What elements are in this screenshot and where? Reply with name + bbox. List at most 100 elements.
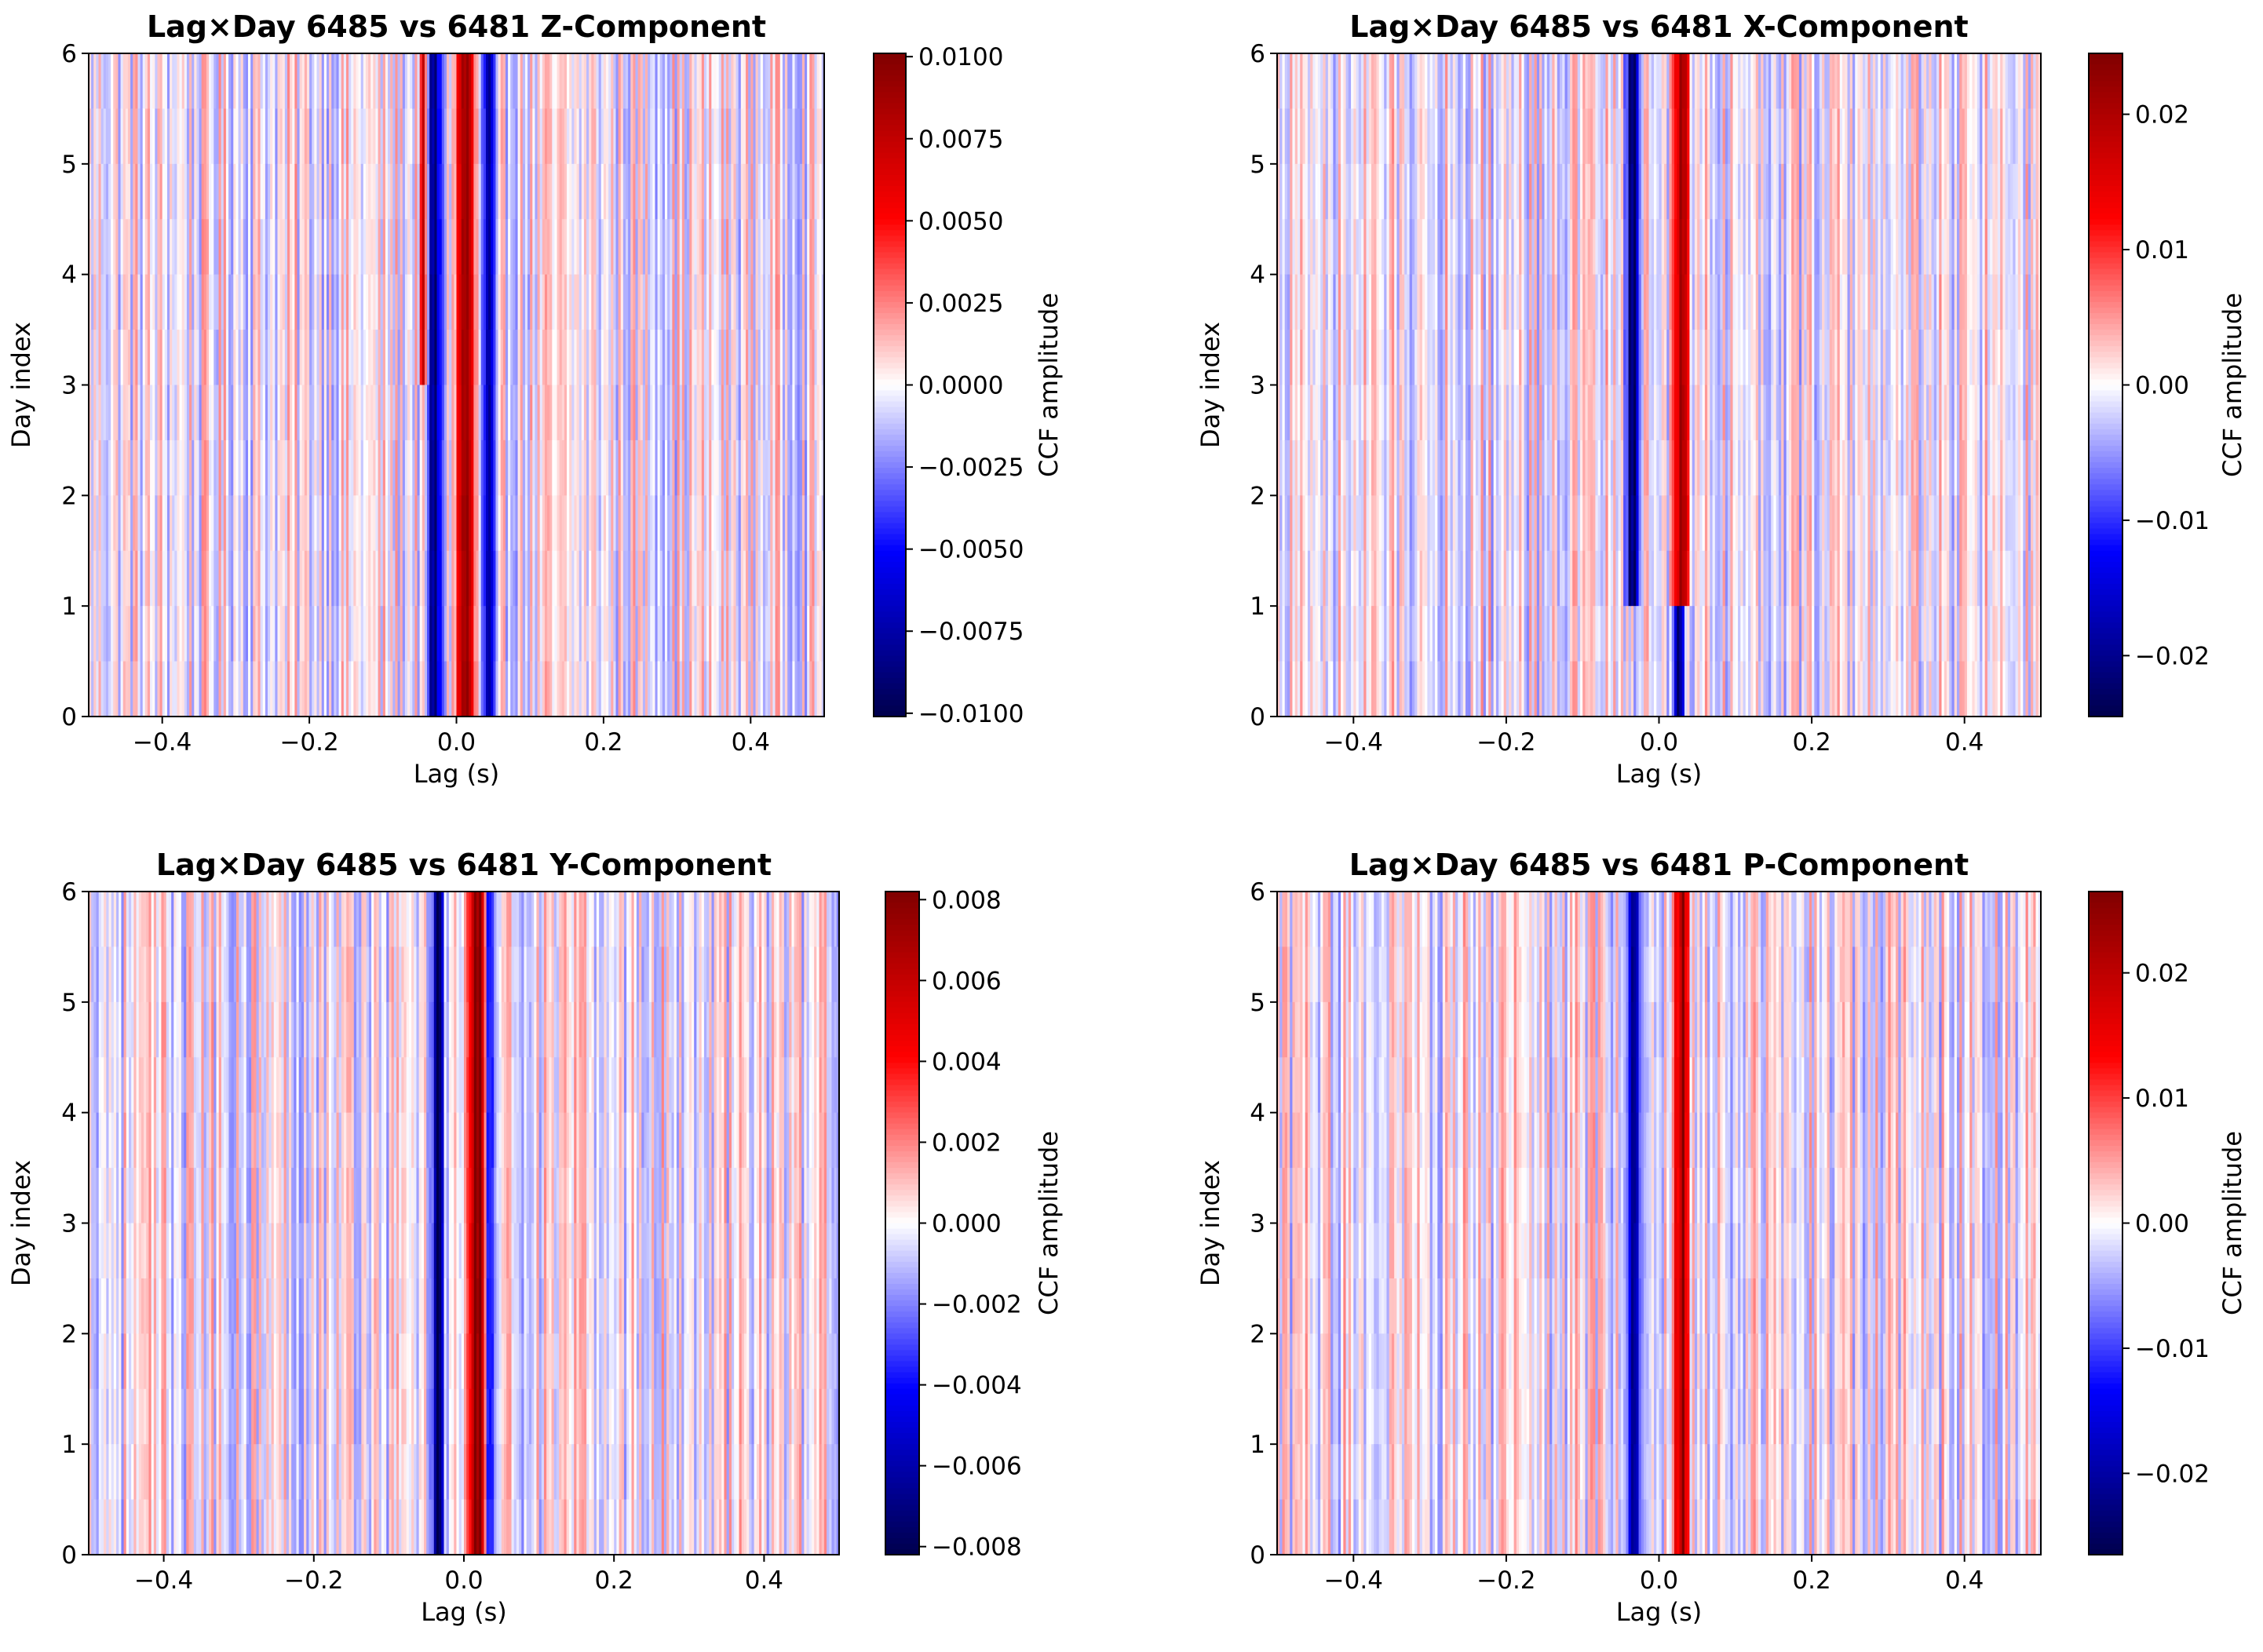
colorbar-segment — [874, 418, 906, 425]
colorbar-segment — [874, 606, 906, 612]
colorbar-segment — [874, 462, 906, 469]
colorbar-segment — [874, 253, 906, 259]
colorbar-segment — [874, 667, 906, 673]
colorbar-segment — [874, 644, 906, 651]
colorbar-segment — [874, 319, 906, 325]
colorbar: 0.01000.00750.00500.00250.0000−0.0025−0.… — [874, 43, 1064, 728]
colorbar-segment — [874, 501, 906, 507]
colorbar-segment — [874, 440, 906, 447]
colorbar-segment — [874, 551, 906, 557]
colorbar-segment — [874, 413, 906, 419]
colorbar-segment — [874, 424, 906, 430]
colorbar-tick-label: −0.0075 — [918, 618, 1024, 646]
y-tick-label: 4 — [61, 261, 77, 290]
colorbar-segment — [874, 678, 906, 684]
colorbar-segment — [874, 567, 906, 574]
colorbar-segment — [874, 490, 906, 496]
colorbar-segment — [874, 202, 906, 209]
colorbar-segment — [874, 70, 906, 76]
colorbar-segment — [874, 407, 906, 414]
colorbar-segment — [874, 695, 906, 701]
colorbar-segment — [874, 435, 906, 441]
colorbar-segment — [874, 684, 906, 690]
y-tick-label: 6 — [61, 40, 77, 68]
colorbar-segment — [874, 64, 906, 71]
colorbar-segment — [874, 573, 906, 579]
x-tick-label: 0.2 — [584, 728, 622, 757]
colorbar-segment — [874, 335, 906, 341]
colorbar-segment — [874, 269, 906, 275]
colorbar-segment — [874, 235, 906, 242]
colorbar-segment — [874, 103, 906, 109]
colorbar-segment — [874, 700, 906, 706]
colorbar-segment — [874, 379, 906, 385]
colorbar-segment — [874, 164, 906, 170]
colorbar-segment — [874, 545, 906, 552]
colorbar-segment — [874, 523, 906, 530]
colorbar-segment — [874, 275, 906, 281]
colorbar-segment — [874, 363, 906, 369]
colorbar-segment — [874, 302, 906, 308]
colorbar-segment — [874, 142, 906, 148]
colorbar-segment — [874, 468, 906, 474]
colorbar-segment — [874, 137, 906, 143]
colorbar-segment — [874, 59, 906, 65]
heatmap-field — [1277, 53, 2042, 717]
colorbar-segment — [874, 540, 906, 546]
colorbar-segment — [874, 108, 906, 115]
colorbar-segment — [874, 600, 906, 607]
colorbar-segment — [874, 219, 906, 225]
colorbar-segment — [874, 297, 906, 303]
colorbar-segment — [874, 131, 906, 137]
colorbar-segment — [874, 213, 906, 220]
colorbar-segment — [874, 181, 906, 187]
colorbar-segment — [874, 595, 906, 601]
colorbar-segment — [874, 451, 906, 458]
colorbar-segment — [874, 479, 906, 485]
colorbar-segment — [874, 578, 906, 585]
colorbar-segment — [874, 706, 906, 712]
colorbar-segment — [874, 341, 906, 347]
colorbar-segment — [874, 208, 906, 214]
colorbar-segment — [874, 308, 906, 314]
colorbar-segment — [874, 651, 906, 657]
colorbar-segment — [874, 224, 906, 231]
colorbar-tick-label: −0.0100 — [918, 700, 1024, 728]
colorbar-segment — [874, 53, 906, 60]
colorbar-segment — [874, 368, 906, 374]
y-tick-label: 5 — [61, 151, 77, 179]
colorbar-segment — [874, 186, 906, 192]
colorbar-segment — [874, 446, 906, 452]
colorbar-segment — [874, 402, 906, 408]
colorbar-segment — [874, 512, 906, 518]
y-tick-label: 3 — [61, 372, 77, 400]
colorbar-segment — [874, 689, 906, 695]
y-tick-label: 0 — [61, 703, 77, 731]
x-tick-label: 0.0 — [437, 728, 476, 757]
colorbar-segment — [874, 81, 906, 87]
colorbar-segment — [874, 264, 906, 270]
colorbar-segment — [874, 230, 906, 236]
colorbar-segment — [874, 374, 906, 380]
colorbar-tick-label: 0.0025 — [918, 290, 1003, 318]
x-tick-label: 0.4 — [732, 728, 770, 757]
y-axis-label: Day index — [6, 322, 36, 448]
colorbar-segment — [874, 396, 906, 403]
colorbar-segment — [874, 75, 906, 82]
colorbar-segment — [874, 197, 906, 203]
colorbar-tick-label: 0.0100 — [918, 43, 1003, 71]
y-tick-label: 1 — [61, 593, 77, 621]
colorbar-segment — [874, 589, 906, 596]
colorbar-segment — [874, 622, 906, 629]
colorbar-segment — [874, 148, 906, 154]
colorbar-segment — [874, 656, 906, 662]
colorbar-segment — [874, 126, 906, 132]
colorbar-segment — [874, 534, 906, 541]
colorbar-segment — [874, 385, 906, 392]
colorbar-segment — [874, 473, 906, 480]
chart-title: Lag×Day 6485 vs 6481 Z-Component — [147, 9, 766, 44]
colorbar-tick-label: 0.0000 — [918, 372, 1003, 400]
